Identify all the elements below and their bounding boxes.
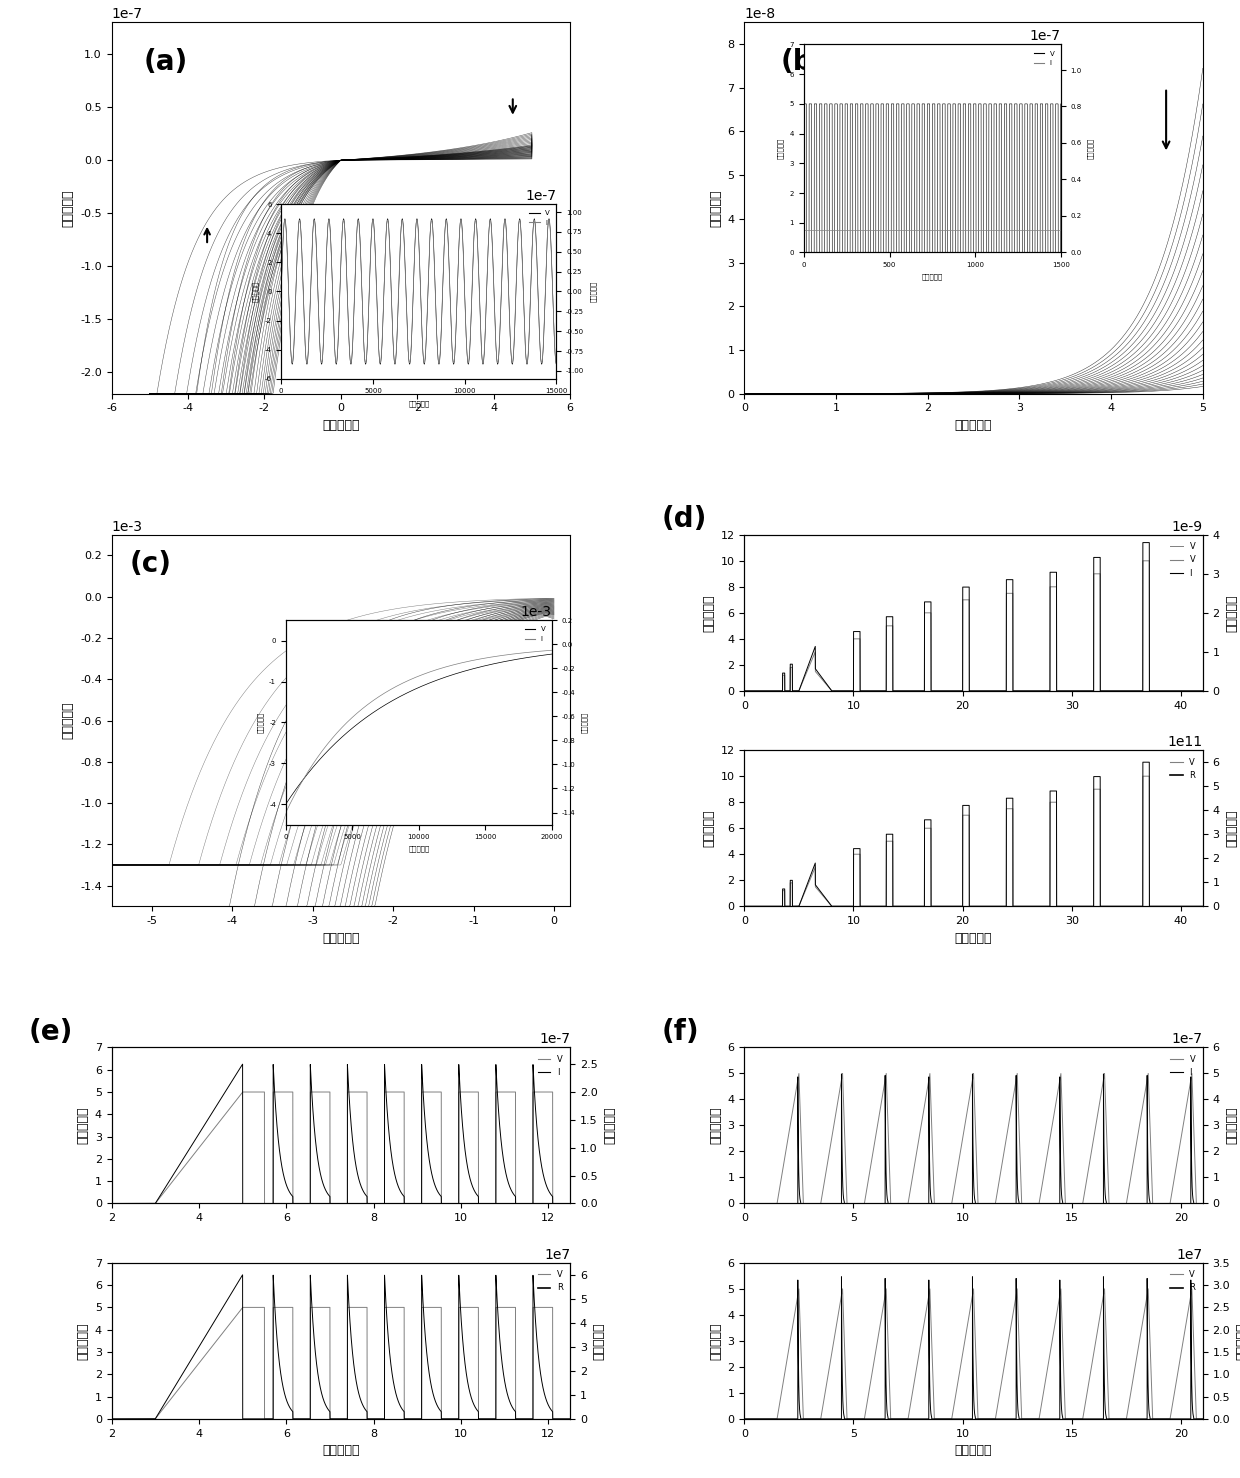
Legend: V, V, I: V, V, I <box>1167 539 1199 581</box>
Legend: V, R: V, R <box>534 1267 565 1296</box>
Y-axis label: 电压（伏）: 电压（伏） <box>709 1323 722 1360</box>
V <box>737 681 751 699</box>
Legend: V, R: V, R <box>1167 1267 1199 1296</box>
Text: (c): (c) <box>130 550 172 578</box>
Y-axis label: 电流（安）: 电流（安） <box>1087 137 1094 160</box>
V <box>1032 681 1047 699</box>
Text: (f): (f) <box>662 1018 699 1045</box>
V <box>1136 551 1151 569</box>
Y-axis label: 电压（伏）: 电压（伏） <box>709 1107 722 1144</box>
X-axis label: 时间（秒）: 时间（秒） <box>955 931 992 944</box>
X-axis label: 电压（伏）: 电压（伏） <box>955 418 992 432</box>
Line: V: V <box>744 560 1203 690</box>
Y-axis label: 电流（安）: 电流（安） <box>62 702 74 739</box>
Y-axis label: 电阵（欧）: 电阵（欧） <box>1236 1323 1240 1360</box>
Line: I: I <box>744 542 1203 690</box>
X-axis label: 电压（伏）: 电压（伏） <box>322 931 360 944</box>
I <box>1014 681 1029 699</box>
I <box>1195 681 1210 699</box>
Y-axis label: 电流（安）: 电流（安） <box>1225 594 1239 631</box>
X-axis label: 时间（秒）: 时间（秒） <box>322 1444 360 1457</box>
I <box>737 681 751 699</box>
Text: (a): (a) <box>144 49 188 77</box>
Y-axis label: 电流（安）: 电流（安） <box>1225 1107 1239 1144</box>
Y-axis label: 电流（安）: 电流（安） <box>62 189 74 226</box>
Y-axis label: 电流（安）: 电流（安） <box>580 712 588 733</box>
V <box>1166 681 1180 699</box>
I <box>954 681 968 699</box>
I <box>1136 534 1151 551</box>
Y-axis label: 电阵（欧）: 电阵（欧） <box>593 1323 605 1360</box>
X-axis label: 电压（伏）: 电压（伏） <box>322 418 360 432</box>
I <box>851 622 866 640</box>
Y-axis label: 电流（安）: 电流（安） <box>603 1107 616 1144</box>
Y-axis label: 电流（安）: 电流（安） <box>709 189 722 226</box>
Y-axis label: 电压（伏）: 电压（伏） <box>702 810 715 847</box>
Legend: V, R: V, R <box>1167 754 1199 783</box>
V <box>851 630 866 647</box>
X-axis label: 时间（秒）: 时间（秒） <box>955 1444 992 1457</box>
V <box>1014 681 1029 699</box>
Text: (d): (d) <box>662 505 707 534</box>
V <box>1065 681 1080 699</box>
Legend: V, I: V, I <box>534 1051 565 1080</box>
Legend: V, I: V, I <box>1167 1051 1199 1080</box>
Y-axis label: 电压（伏）: 电压（伏） <box>76 1323 89 1360</box>
Text: (e): (e) <box>29 1018 73 1045</box>
Y-axis label: 电压（伏）: 电压（伏） <box>702 594 715 631</box>
V <box>1195 681 1210 699</box>
I <box>1032 681 1047 699</box>
Y-axis label: 电流（安）: 电流（安） <box>590 281 596 302</box>
V <box>954 681 968 699</box>
Text: (b): (b) <box>781 49 826 77</box>
I <box>1065 681 1080 699</box>
Y-axis label: 电压（伏）: 电压（伏） <box>76 1107 89 1144</box>
Y-axis label: 电阵（欧）: 电阵（欧） <box>1225 810 1239 847</box>
I <box>1166 681 1180 699</box>
